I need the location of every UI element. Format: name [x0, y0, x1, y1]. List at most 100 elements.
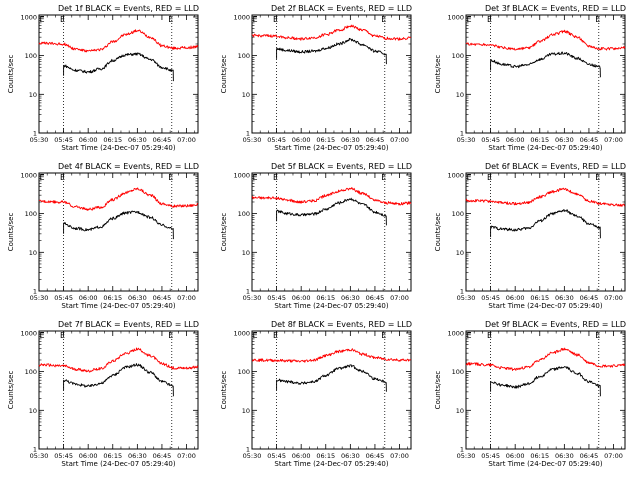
x-tick-label: 05:30 — [30, 136, 49, 144]
y-tick-label: 1 — [246, 446, 250, 454]
x-tick-label: 06:15 — [103, 136, 122, 144]
lld-series-line — [251, 24, 412, 41]
x-tick-label: 05:30 — [243, 294, 262, 302]
y-axis-label: Counts/sec — [434, 213, 442, 252]
x-tick-label: 06:45 — [153, 452, 172, 460]
x-tick-label: 05:30 — [457, 294, 476, 302]
event-marker-letter: E — [273, 331, 278, 340]
event-marker-letter-left: E — [466, 15, 471, 24]
x-tick-label: 05:45 — [481, 452, 500, 460]
x-tick-label: 06:15 — [530, 452, 549, 460]
x-tick-label: 06:30 — [128, 452, 147, 460]
event-marker-letter-left: E — [466, 331, 471, 340]
y-tick-label: 10 — [29, 91, 37, 99]
y-tick-label: 10 — [29, 249, 37, 257]
y-tick-label: 1 — [460, 130, 464, 138]
events-series-line — [490, 209, 601, 239]
y-tick-label: 100 — [238, 368, 250, 376]
y-axis-label: Counts/sec — [220, 371, 228, 410]
chart-panel-8: Det 8f BLACK = Events, RED = LLD 1 10 100 10… — [220, 320, 412, 468]
events-series-line — [276, 364, 387, 392]
x-tick-label: 06:30 — [341, 294, 360, 302]
y-tick-label: 1 — [33, 446, 37, 454]
plot-frame — [38, 14, 199, 134]
event-marker-letter-left: E — [466, 173, 471, 182]
event-marker-letter: E — [168, 173, 173, 182]
x-tick-label: 07:00 — [604, 294, 623, 302]
x-tick-label: 05:30 — [243, 452, 262, 460]
y-tick-label: 100 — [25, 52, 37, 60]
x-tick-label: 05:30 — [243, 136, 262, 144]
x-tick-label: 07:00 — [604, 452, 623, 460]
x-axis-label: Start Time (24-Dec-07 05:29:40) — [61, 302, 175, 310]
event-marker-letter: E — [168, 331, 173, 340]
event-marker-letter-left: E — [39, 331, 44, 340]
lld-series-line — [251, 187, 412, 206]
x-tick-label: 06:45 — [580, 452, 599, 460]
events-series-line — [276, 37, 387, 65]
event-marker-letter: E — [60, 15, 65, 24]
y-tick-label: 1000 — [447, 171, 464, 179]
x-tick-label: 05:45 — [54, 294, 73, 302]
y-tick-label: 100 — [25, 368, 37, 376]
x-tick-label: 06:15 — [316, 452, 335, 460]
x-tick-label: 06:45 — [366, 452, 385, 460]
event-marker-letter: E — [273, 173, 278, 182]
plot-frame — [465, 330, 626, 450]
x-tick-label: 06:15 — [530, 294, 549, 302]
x-tick-label: 05:45 — [267, 452, 286, 460]
y-tick-label: 10 — [456, 407, 464, 415]
x-tick-label: 06:45 — [153, 136, 172, 144]
y-tick-label: 1 — [460, 446, 464, 454]
x-tick-label: 07:00 — [390, 452, 409, 460]
event-marker-letter: E — [60, 331, 65, 340]
lld-series-line — [465, 347, 626, 371]
y-tick-label: 1000 — [233, 329, 250, 337]
y-tick-label: 100 — [452, 210, 464, 218]
x-axis-label: Start Time (24-Dec-07 05:29:40) — [488, 460, 602, 468]
y-tick-label: 1 — [460, 288, 464, 296]
events-series-line — [63, 210, 174, 240]
x-tick-label: 06:00 — [506, 294, 525, 302]
lld-series-line — [465, 29, 626, 51]
y-tick-label: 10 — [242, 91, 250, 99]
x-axis-label: Start Time (24-Dec-07 05:29:40) — [274, 144, 388, 152]
x-tick-label: 07:00 — [177, 452, 196, 460]
y-axis-label: Counts/sec — [434, 371, 442, 410]
x-tick-label: 06:45 — [366, 136, 385, 144]
chart-panel-6: Det 6f BLACK = Events, RED = LLD 1 10 100 10… — [434, 162, 626, 310]
y-tick-label: 100 — [238, 210, 250, 218]
y-tick-label: 10 — [242, 407, 250, 415]
x-axis-label: Start Time (24-Dec-07 05:29:40) — [61, 144, 175, 152]
plot-frame — [251, 330, 412, 450]
x-axis-label: Start Time (24-Dec-07 05:29:40) — [274, 302, 388, 310]
chart-panel-5: Det 5f BLACK = Events, RED = LLD 1 10 100 10… — [220, 162, 412, 310]
y-tick-label: 1000 — [20, 329, 37, 337]
x-tick-label: 07:00 — [177, 294, 196, 302]
x-tick-label: 06:30 — [341, 136, 360, 144]
x-tick-label: 06:45 — [366, 294, 385, 302]
chart-title: Det 6f BLACK = Events, RED = LLD — [485, 162, 626, 171]
x-tick-label: 06:15 — [316, 294, 335, 302]
y-tick-label: 1000 — [447, 13, 464, 21]
event-marker-letter: E — [487, 15, 492, 24]
chart-panel-2: Det 2f BLACK = Events, RED = LLD 1 10 100 10… — [220, 4, 412, 152]
event-marker-letter: E — [595, 15, 600, 24]
y-tick-label: 1000 — [233, 171, 250, 179]
lld-series-line — [465, 187, 625, 207]
lld-series-line — [38, 187, 198, 211]
lld-series-line — [38, 347, 199, 373]
x-tick-label: 06:00 — [292, 294, 311, 302]
x-tick-label: 05:45 — [481, 136, 500, 144]
y-tick-label: 1 — [33, 288, 37, 296]
y-tick-label: 1 — [246, 130, 250, 138]
x-tick-label: 06:30 — [555, 294, 574, 302]
chart-title: Det 4f BLACK = Events, RED = LLD — [58, 162, 199, 171]
y-tick-label: 1000 — [20, 13, 37, 21]
x-tick-label: 06:45 — [153, 294, 172, 302]
y-tick-label: 1 — [33, 130, 37, 138]
chart-panel-9: Det 9f BLACK = Events, RED = LLD 1 10 100 10… — [434, 320, 626, 468]
x-tick-label: 07:00 — [177, 136, 196, 144]
event-marker-letter-left: E — [39, 15, 44, 24]
